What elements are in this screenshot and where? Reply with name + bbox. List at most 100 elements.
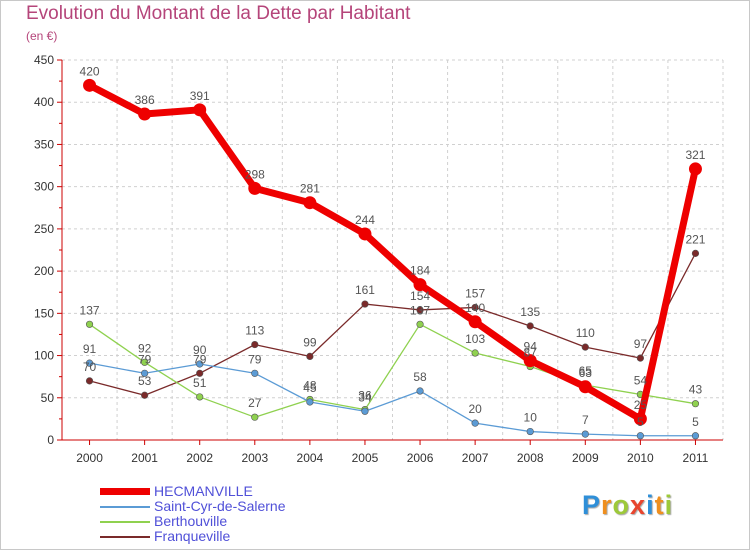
data-label: 54 (634, 373, 648, 387)
chart-unit: (en €) (26, 29, 58, 43)
data-point (468, 315, 482, 329)
x-tick-label: 2004 (297, 451, 324, 465)
data-point (471, 349, 479, 357)
data-label: 53 (138, 374, 152, 388)
data-point (361, 300, 369, 308)
data-label: 157 (465, 286, 485, 300)
series-line-0 (87, 82, 699, 423)
y-tick-label: 250 (34, 222, 54, 236)
legend-label: Saint-Cyr-de-Salerne (154, 498, 286, 514)
data-point (251, 413, 259, 421)
data-point (416, 306, 424, 314)
data-point (141, 369, 149, 377)
data-label: 10 (524, 411, 538, 425)
legend-label: HECMANVILLE (154, 483, 253, 499)
data-label: 91 (83, 342, 97, 356)
data-label: 103 (465, 332, 485, 346)
data-label: 386 (135, 93, 155, 107)
data-point (303, 196, 317, 210)
data-point (413, 278, 427, 292)
y-tick-label: 300 (34, 180, 54, 194)
logo-letter: P (582, 490, 602, 520)
data-label: 87 (524, 346, 538, 360)
data-label: 5 (637, 415, 644, 429)
series-line-1 (89, 362, 696, 437)
data-label: 58 (413, 370, 427, 384)
data-label: 140 (465, 301, 485, 315)
data-label: 70 (83, 360, 97, 374)
data-point (471, 419, 479, 427)
data-point (251, 369, 259, 377)
data-point (526, 322, 534, 330)
data-point (141, 391, 149, 399)
data-point (581, 343, 589, 351)
data-label: 154 (410, 289, 430, 303)
data-point (526, 427, 534, 436)
x-axis: 2000 2001 2002 2003 2004 2005 2006 2007 2008 2009… (62, 439, 723, 465)
data-point (691, 400, 700, 408)
data-point (523, 354, 537, 368)
data-point (251, 340, 259, 349)
legend-swatch (100, 536, 150, 538)
x-tick-label: 2010 (627, 451, 654, 465)
data-label: 65 (579, 364, 593, 378)
data-point (578, 380, 592, 394)
data-label: 25 (634, 398, 648, 412)
x-tick-label: 2009 (572, 451, 599, 465)
data-point (85, 359, 94, 367)
y-axis: 0 50 100 150 200 250 300 350 400 450 (34, 53, 63, 447)
data-label: 51 (193, 376, 207, 390)
data-point (416, 387, 424, 395)
x-tick-label: 2003 (241, 451, 268, 465)
data-label: 321 (685, 148, 705, 162)
x-tick-label: 2007 (462, 451, 489, 465)
x-tick-label: 2005 (352, 451, 379, 465)
y-tick-label: 0 (47, 433, 54, 447)
data-label: 20 (468, 402, 482, 416)
data-label: 391 (190, 89, 210, 103)
data-label: 48 (303, 378, 317, 392)
data-label: 281 (300, 182, 320, 196)
data-label: 79 (248, 352, 262, 366)
data-label: 221 (685, 232, 705, 246)
data-point (636, 354, 644, 362)
data-label: 45 (303, 381, 317, 395)
data-point (633, 412, 647, 426)
data-label: 244 (355, 213, 375, 227)
data-point (691, 249, 700, 257)
grid-lines (62, 59, 724, 440)
data-point (361, 407, 369, 415)
data-point (193, 103, 207, 117)
data-point (85, 320, 94, 328)
data-point (138, 107, 152, 121)
y-tick-label: 200 (34, 264, 54, 278)
legend-label: Berthouville (154, 513, 228, 529)
data-label: 90 (193, 343, 207, 357)
data-label: 63 (579, 366, 593, 380)
logo-letter: i (664, 490, 674, 520)
logo-letter: t (654, 490, 665, 520)
data-label: 43 (689, 383, 703, 397)
y-tick-label: 400 (34, 95, 54, 109)
data-point (248, 181, 262, 195)
data-label: 79 (138, 352, 152, 366)
data-label: 137 (80, 303, 100, 317)
logo-letter: r (601, 490, 613, 520)
series-group (83, 78, 702, 440)
data-label: 79 (193, 352, 207, 366)
data-label: 420 (80, 64, 100, 78)
data-point (306, 352, 314, 361)
data-label: 27 (248, 396, 262, 410)
y-tick-label: 50 (41, 391, 55, 405)
legend-label: Franqueville (154, 528, 231, 544)
y-tick-label: 150 (34, 306, 54, 320)
logo-letter: o (612, 490, 631, 520)
data-point (196, 393, 204, 401)
logo-letter: i (646, 490, 655, 520)
data-point (581, 430, 589, 438)
x-tick-label: 2001 (131, 451, 158, 465)
proxiti-logo: Proxiti (582, 490, 673, 521)
data-label: 137 (410, 303, 430, 317)
